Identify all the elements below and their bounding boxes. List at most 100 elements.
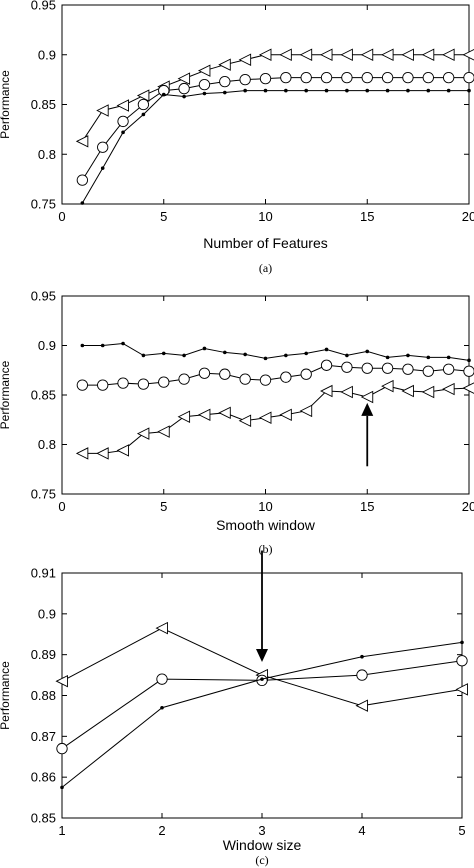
data-point-dot: [202, 91, 207, 96]
x-tick-label: 3: [258, 823, 265, 838]
data-point-triangle-left: [360, 48, 374, 61]
x-tick-label: 20: [462, 209, 474, 224]
y-axis-label: Performance: [0, 70, 12, 139]
annotation-arrow-up-head: [361, 402, 374, 416]
data-point-circle: [442, 71, 455, 84]
x-tick-label: 1: [58, 823, 65, 838]
data-point-circle: [259, 72, 272, 85]
data-point-dot: [243, 352, 247, 357]
data-point-circle: [117, 377, 129, 389]
series-line-dot: [81, 90, 469, 204]
x-tick-label: 2: [158, 823, 165, 838]
data-point-dot: [121, 341, 125, 346]
data-point-dot: [360, 654, 364, 659]
data-point-triangle-left: [360, 390, 374, 404]
data-point-dot: [467, 358, 471, 363]
data-point-circle: [280, 371, 292, 383]
data-point-circle: [97, 141, 109, 153]
data-point-circle: [137, 378, 150, 390]
series-line-triangle-left: [81, 54, 469, 142]
y-tick-label: 0.88: [31, 688, 56, 703]
data-point-dot: [426, 355, 431, 360]
data-point-circle: [158, 376, 170, 388]
data-point-triangle-left: [340, 48, 353, 61]
data-point-triangle-left: [218, 58, 231, 71]
data-point-circle: [239, 73, 251, 86]
data-point-dot: [223, 350, 227, 355]
data-point-circle: [341, 361, 353, 373]
x-tick-label: 4: [358, 823, 365, 838]
data-point-dot: [80, 201, 85, 205]
data-point-triangle-left: [279, 408, 292, 422]
data-point-triangle-left: [421, 48, 435, 61]
data-point-triangle-left: [320, 48, 333, 61]
data-point-dot: [446, 355, 451, 360]
y-tick-label: 0.9: [38, 338, 56, 353]
data-point-triangle-left: [55, 674, 68, 688]
data-point-triangle-left: [381, 48, 394, 61]
data-point-triangle-left: [157, 425, 170, 438]
data-point-triangle-left: [355, 699, 368, 712]
data-point-triangle-left: [136, 427, 150, 440]
data-point-circle: [422, 365, 434, 377]
data-point-dot: [160, 705, 164, 710]
series-line-triangle-left: [82, 385, 470, 454]
data-point-circle: [76, 174, 89, 186]
data-point-circle: [463, 365, 474, 377]
data-point-triangle-left: [421, 385, 435, 399]
x-tick-label: 20: [462, 499, 474, 514]
x-tick-label: 0: [58, 209, 65, 224]
data-point-triangle-left: [197, 64, 211, 77]
data-point-circle: [456, 655, 468, 667]
x-tick-label: 5: [458, 823, 465, 838]
y-tick-label: 0.86: [31, 770, 56, 785]
data-point-triangle-left: [96, 104, 109, 117]
chart-panel-3: 1 2 3 4 5 0.85 0.86 0.87 0.88 0.89 0.9 0.91 Window s…: [0, 550, 468, 867]
data-point-triangle-left: [258, 48, 272, 61]
data-point-circle: [300, 368, 312, 380]
data-point-triangle-left: [455, 683, 468, 696]
data-point-triangle-left: [401, 48, 414, 61]
y-tick-label: 0.75: [31, 487, 56, 502]
data-point-circle: [356, 669, 368, 681]
data-point-dot: [100, 166, 105, 170]
data-point-circle: [137, 98, 150, 111]
data-point-triangle-left: [177, 410, 191, 424]
data-point-circle: [361, 362, 373, 374]
data-point-dot: [406, 353, 410, 358]
data-point-circle: [198, 78, 211, 91]
data-point-circle: [219, 75, 231, 88]
y-tick-label: 0.87: [31, 729, 56, 744]
data-point-triangle-left: [116, 99, 130, 112]
data-point-dot: [304, 88, 309, 93]
series-line-dot: [82, 343, 470, 361]
data-point-circle: [300, 71, 312, 84]
data-point-dot: [304, 351, 309, 356]
data-point-triangle-left: [197, 408, 211, 422]
data-point-circle: [361, 71, 373, 84]
y-tick-label: 0.8: [38, 437, 56, 452]
data-point-triangle-left: [462, 48, 474, 61]
data-point-triangle-left: [218, 406, 231, 420]
y-tick-label: 0.9: [38, 47, 56, 62]
data-point-triangle-left: [238, 414, 252, 427]
data-point-triangle-left: [116, 444, 130, 457]
data-point-dot: [161, 92, 166, 97]
data-point-dot: [284, 88, 288, 93]
data-point-circle: [239, 373, 251, 385]
y-tick-label: 0.85: [31, 97, 56, 112]
data-point-circle: [76, 379, 89, 391]
data-point-dot: [141, 112, 146, 117]
data-point-triangle-left: [320, 384, 333, 398]
data-point-triangle-left: [96, 447, 109, 460]
x-tick-label: 15: [360, 209, 374, 224]
data-point-circle: [402, 363, 414, 375]
y-tick-label: 0.89: [31, 647, 56, 662]
data-point-dot: [460, 640, 464, 645]
data-point-dot: [202, 346, 207, 351]
data-point-dot: [365, 349, 370, 354]
data-point-dot: [161, 351, 166, 356]
data-point-dot: [467, 88, 471, 93]
data-point-circle: [198, 367, 211, 379]
